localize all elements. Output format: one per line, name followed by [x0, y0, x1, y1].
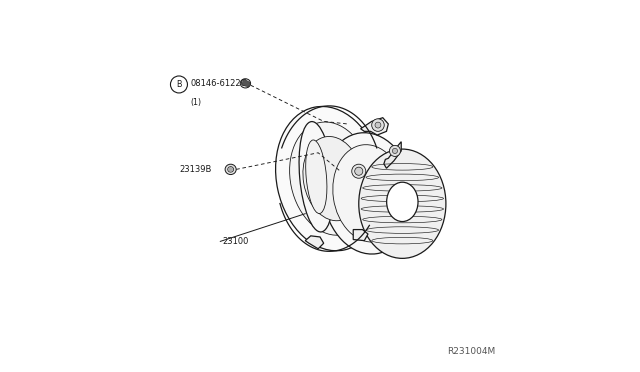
Circle shape — [375, 122, 381, 128]
Circle shape — [228, 167, 233, 171]
Text: R231004M: R231004M — [447, 347, 495, 356]
Circle shape — [392, 148, 397, 154]
Text: 23139B: 23139B — [179, 165, 211, 174]
Ellipse shape — [240, 79, 251, 88]
Ellipse shape — [303, 137, 363, 221]
Ellipse shape — [355, 167, 363, 175]
Circle shape — [389, 145, 401, 157]
Ellipse shape — [387, 182, 418, 222]
Text: (1): (1) — [191, 98, 202, 107]
Circle shape — [372, 119, 384, 131]
Ellipse shape — [276, 106, 383, 251]
Ellipse shape — [323, 133, 413, 254]
Ellipse shape — [359, 149, 446, 259]
Polygon shape — [305, 236, 324, 249]
Ellipse shape — [290, 122, 372, 235]
Text: 23100: 23100 — [222, 237, 248, 246]
Text: 08146-6122G: 08146-6122G — [191, 79, 248, 88]
Polygon shape — [242, 79, 251, 87]
Polygon shape — [353, 230, 368, 241]
Text: B: B — [176, 80, 182, 89]
Ellipse shape — [228, 167, 234, 172]
Polygon shape — [360, 118, 388, 135]
Ellipse shape — [333, 145, 405, 242]
Ellipse shape — [299, 122, 333, 232]
Ellipse shape — [352, 164, 366, 178]
Ellipse shape — [225, 164, 236, 174]
Polygon shape — [384, 142, 401, 168]
Ellipse shape — [306, 140, 327, 214]
